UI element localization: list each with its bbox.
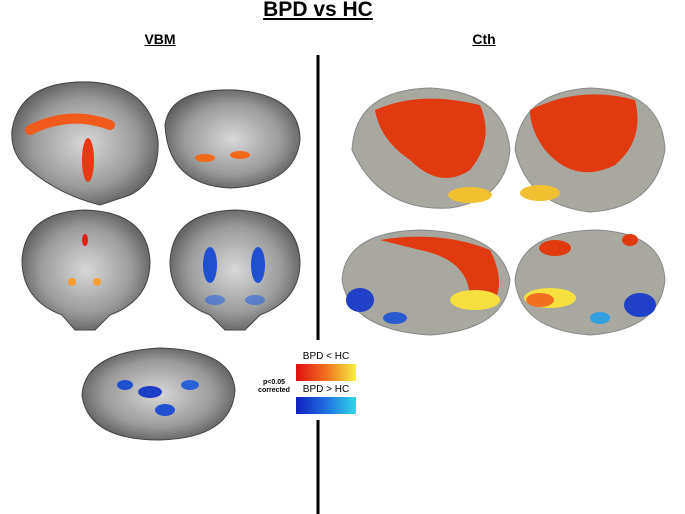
figure-title: BPD vs HC [263,0,373,21]
significance-label: p<0.05 [263,379,285,386]
panel-label: Cth [472,31,496,47]
significance-label: corrected [258,387,290,394]
panel-label: VBM [144,31,176,47]
legend-bar-blue [296,397,356,414]
vbm-images [11,81,301,441]
legend-label: BPD < HC [302,351,350,362]
legend-label: BPD > HC [302,384,350,395]
legend-bar-red [296,364,356,381]
cth-images [341,87,666,336]
